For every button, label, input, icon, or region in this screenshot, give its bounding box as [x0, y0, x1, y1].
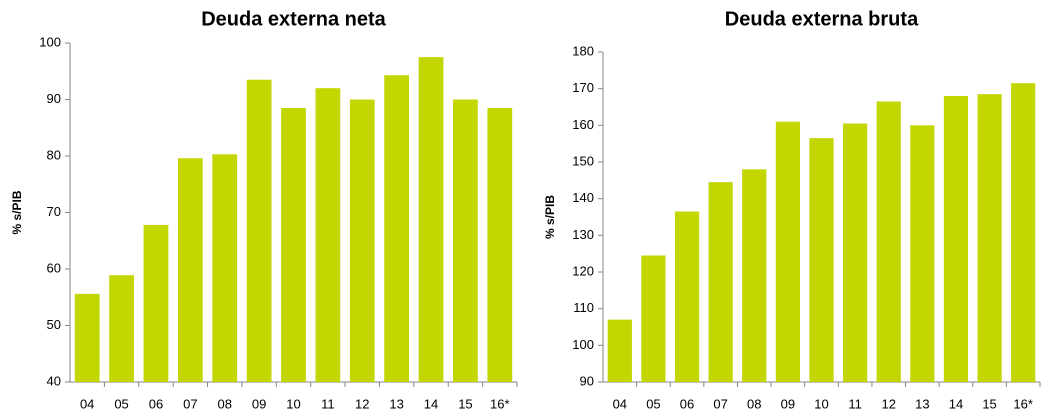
x-tick-label: 10 — [814, 396, 828, 411]
x-tick-label: 08 — [747, 396, 761, 411]
x-tick-label: 13 — [389, 396, 403, 411]
bar — [418, 57, 444, 382]
bar — [281, 107, 306, 382]
x-tick-label: 08 — [217, 396, 231, 411]
y-tick-label: 150 — [572, 153, 594, 168]
y-tick-label: 110 — [573, 300, 594, 315]
x-tick-label: 06 — [680, 396, 694, 411]
bar — [607, 319, 632, 382]
bar — [246, 79, 272, 382]
bar — [349, 99, 375, 382]
x-tick-label: 11 — [321, 396, 335, 411]
x-tick-label: 04 — [613, 396, 627, 411]
chart-title: Deuda externa bruta — [725, 8, 919, 30]
bar — [177, 158, 203, 382]
x-tick-label: 15 — [458, 396, 472, 411]
y-tick-label: 90 — [580, 373, 594, 388]
y-tick-label: 100 — [39, 34, 61, 49]
x-tick-label: 10 — [286, 396, 300, 411]
x-tick-label: 14 — [424, 396, 438, 411]
bar — [109, 275, 134, 382]
y-tick-label: 60 — [47, 260, 61, 275]
bar — [674, 211, 700, 382]
x-tick-label: 09 — [252, 396, 266, 411]
x-tick-label: 11 — [848, 396, 862, 411]
bar — [212, 154, 238, 382]
x-tick-label: 05 — [114, 396, 128, 411]
y-tick-label: 160 — [572, 117, 594, 132]
y-tick-label: 120 — [572, 263, 594, 278]
bar — [641, 255, 666, 382]
x-tick-label: 07 — [713, 396, 727, 411]
y-tick-label: 100 — [572, 337, 594, 352]
bar — [876, 101, 901, 382]
bar — [843, 123, 868, 382]
bar — [315, 88, 341, 382]
bar — [775, 121, 800, 383]
x-tick-label: 16* — [1013, 396, 1033, 411]
bar — [742, 169, 767, 382]
bar — [384, 75, 410, 382]
x-tick-label: 06 — [149, 396, 163, 411]
y-tick-label: 140 — [572, 190, 594, 205]
x-tick-label: 14 — [949, 396, 963, 411]
x-tick-label: 05 — [646, 396, 660, 411]
bar — [453, 99, 478, 382]
y-tick-label: 170 — [572, 80, 594, 95]
bar — [74, 293, 100, 382]
chart-title: Deuda externa neta — [201, 8, 386, 30]
bar — [487, 107, 513, 382]
y-axis-label: % s/PIB — [10, 190, 24, 234]
y-tick-label: 130 — [572, 227, 594, 242]
x-tick-label: 12 — [355, 396, 369, 411]
y-tick-label: 50 — [47, 317, 61, 332]
x-tick-label: 04 — [80, 396, 94, 411]
bar — [143, 224, 169, 382]
y-tick-label: 180 — [572, 43, 594, 58]
x-tick-label: 15 — [982, 396, 996, 411]
y-tick-label: 90 — [47, 91, 61, 106]
x-tick-label: 16* — [490, 396, 510, 411]
x-tick-label: 13 — [915, 396, 929, 411]
bar — [910, 125, 935, 382]
bar — [708, 182, 733, 382]
y-axis-label: % s/PIB — [543, 195, 557, 239]
x-tick-label: 12 — [881, 396, 895, 411]
x-tick-label: 09 — [781, 396, 795, 411]
bar — [977, 94, 1002, 383]
bar — [943, 96, 969, 382]
y-tick-label: 70 — [47, 204, 61, 219]
x-tick-label: 07 — [183, 396, 197, 411]
y-tick-label: 80 — [47, 147, 61, 162]
y-tick-label: 40 — [47, 373, 61, 388]
bar — [809, 138, 834, 382]
bar — [1011, 83, 1036, 383]
